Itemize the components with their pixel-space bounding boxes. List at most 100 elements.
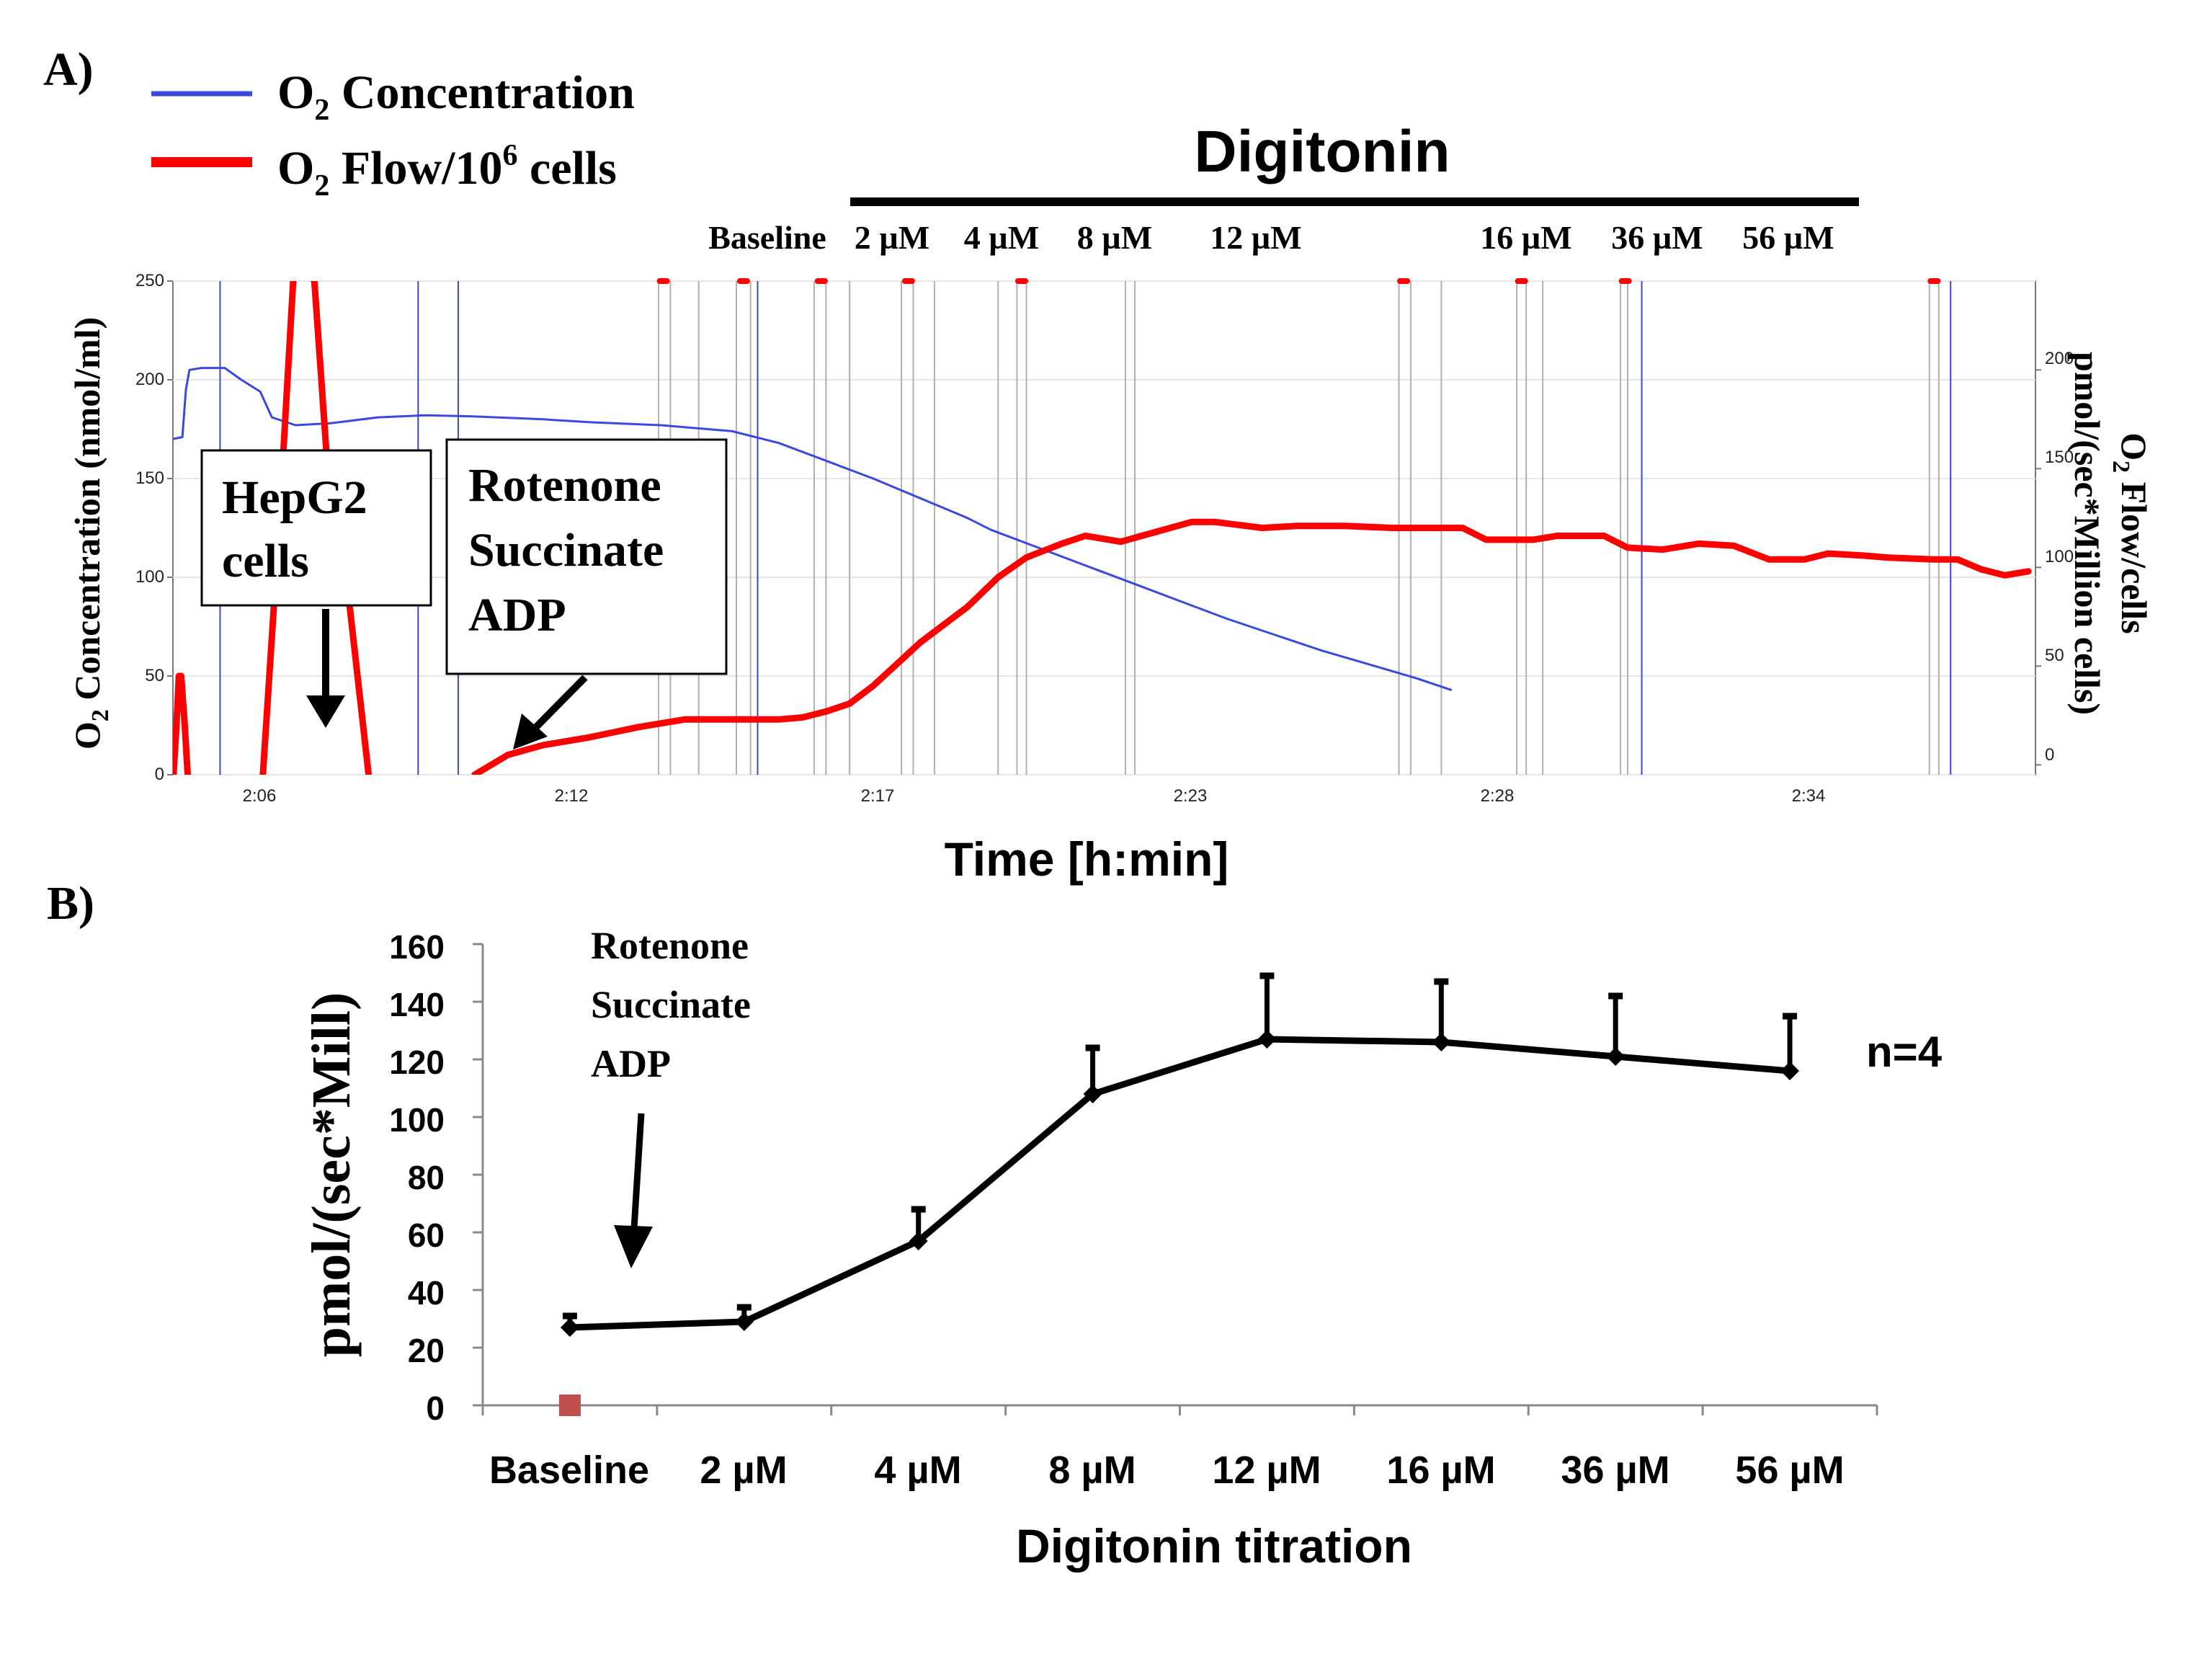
titration-labels: Baseline 2 µM 4 µM 8 µM 12 µM 16 µM 36 µ… <box>708 219 1834 256</box>
left-tick-label: 150 <box>135 468 164 488</box>
event-marker <box>1927 278 1941 284</box>
annotation-substrates-line: ADP <box>468 589 566 641</box>
y-axis-label-right-line2: pmol/(sec*Million cells) <box>2067 352 2108 715</box>
x-axis-ticks-b <box>481 1405 1878 1415</box>
right-axis-ticks: 200 150 100 50 0 <box>2045 349 2074 765</box>
y-tick-label-b: 120 <box>389 1044 445 1081</box>
annotation-b-line: Rotenone <box>591 924 749 967</box>
left-tick-label: 100 <box>135 567 164 587</box>
y-tick-label-b: 60 <box>408 1217 445 1254</box>
legend: O2 Concentration O2 Flow/106 cells <box>151 66 635 203</box>
annotation-substrates: Rotenone Succinate ADP <box>445 438 728 750</box>
data-point <box>560 1318 579 1337</box>
series-line-b <box>569 1036 1790 1331</box>
x-axis-label-a: Time [h:min] <box>945 832 1229 886</box>
series-b <box>558 972 1800 1416</box>
left-tick-label: 0 <box>155 765 164 784</box>
data-point-secondary <box>558 1395 581 1416</box>
annotation-substrates-line: Rotenone <box>468 459 661 512</box>
y-axis-label-right-line1: O2 Flow/cells <box>2108 432 2154 633</box>
y-tick-label-b: 0 <box>426 1389 445 1427</box>
left-axis-ticks: 250 200 150 100 50 0 <box>135 271 164 784</box>
event-markers <box>656 278 1941 284</box>
series-line-flow <box>173 281 2032 775</box>
category-label: 16 µM <box>1386 1449 1495 1492</box>
event-marker <box>736 278 750 284</box>
category-label: Baseline <box>489 1449 649 1492</box>
x-tick-label: 2:23 <box>1174 786 1208 806</box>
left-tick-label: 250 <box>135 271 164 290</box>
titration-label: 4 µM <box>964 219 1039 256</box>
event-marker <box>1397 278 1411 284</box>
event-marker <box>1014 278 1028 284</box>
y-tick-label-b: 140 <box>389 986 445 1023</box>
category-label: 36 µM <box>1561 1449 1669 1492</box>
annotation-b-arrow-head <box>614 1225 653 1268</box>
y-tick-label-b: 20 <box>408 1332 445 1369</box>
annotation-substrates-line: Succinate <box>468 524 664 577</box>
x-tick-label: 2:06 <box>243 786 277 806</box>
annotation-cells-arrow-head <box>306 695 345 728</box>
right-tick-label: 150 <box>2045 448 2074 467</box>
annotation-substrates-arrow-head <box>513 713 548 750</box>
annotation-cells-box <box>200 449 432 607</box>
category-label: 12 µM <box>1212 1449 1321 1492</box>
event-marker <box>901 278 915 284</box>
annotation-cells: HepG2 cells <box>200 449 432 728</box>
annotation-b-line: ADP <box>591 1042 671 1085</box>
category-label: 8 µM <box>1048 1449 1136 1492</box>
left-tick-label: 200 <box>135 370 164 389</box>
titration-label: 8 µM <box>1077 219 1152 256</box>
y-tick-label-b: 100 <box>389 1101 445 1139</box>
data-point <box>909 1232 928 1250</box>
data-point <box>734 1312 754 1331</box>
series-a <box>173 281 2032 775</box>
left-tick-label: 50 <box>145 666 164 685</box>
titration-label: 16 µM <box>1480 219 1571 256</box>
annotation-cells-line: HepG2 <box>222 471 367 524</box>
panel-a-label: A) <box>43 43 94 96</box>
series-line-concentration <box>173 367 1452 691</box>
y-axis-label-b: pmol/(sec*Mill) <box>301 992 362 1358</box>
legend-label-flow: O2 Flow/106 cells <box>277 139 617 203</box>
x-axis-ticks-a: 2:06 2:12 2:17 2:23 2:28 2:34 <box>243 786 1826 806</box>
event-marker <box>814 278 828 284</box>
data-point <box>1257 1030 1277 1049</box>
n-label: n=4 <box>1866 1028 1943 1076</box>
titration-label: 2 µM <box>855 219 929 256</box>
x-tick-label: 2:17 <box>861 786 895 806</box>
titration-label: Baseline <box>708 219 826 256</box>
annotation-b: Rotenone Succinate ADP <box>591 924 751 1268</box>
event-marker <box>656 278 670 284</box>
annotation-b-line: Succinate <box>591 983 751 1026</box>
annotation-cells-line: cells <box>222 535 309 587</box>
annotation-substrates-box <box>445 438 728 675</box>
x-tick-label: 2:28 <box>1481 786 1515 806</box>
y-tick-label-b: 40 <box>408 1274 445 1312</box>
event-marker <box>1618 278 1632 284</box>
right-tick-label: 200 <box>2045 349 2074 368</box>
event-marker <box>1515 278 1528 284</box>
y-tick-label-b: 80 <box>408 1159 445 1196</box>
data-point <box>1780 1062 1800 1080</box>
annotation-b-arrow-shaft <box>630 1113 645 1229</box>
data-point <box>1432 1033 1451 1051</box>
right-tick-label: 100 <box>2045 547 2074 566</box>
plot-area-b <box>473 943 1878 1416</box>
treatment-label: Digitonin <box>1194 119 1450 184</box>
category-label: 56 µM <box>1735 1449 1844 1492</box>
panel-b-label: B) <box>47 877 94 930</box>
legend-label-concentration: O2 Concentration <box>277 66 635 127</box>
y-tick-labels-b: 160 140 120 100 80 60 40 20 0 <box>389 928 445 1427</box>
titration-label: 36 µM <box>1611 219 1703 256</box>
titration-label: 56 µM <box>1742 219 1834 256</box>
x-tick-labels-b: Baseline 2 µM 4 µM 8 µM 12 µM 16 µM 36 µ… <box>489 1449 1845 1492</box>
titration-label: 12 µM <box>1210 219 1301 256</box>
category-label: 4 µM <box>874 1449 961 1492</box>
y-axis-label-left: O2 Concentration (nmol/ml) <box>67 317 114 750</box>
x-axis-label-b: Digitonin titration <box>1016 1519 1412 1573</box>
data-point <box>1606 1047 1625 1066</box>
category-label: 2 µM <box>700 1449 787 1492</box>
plot-area-a <box>167 278 2041 775</box>
